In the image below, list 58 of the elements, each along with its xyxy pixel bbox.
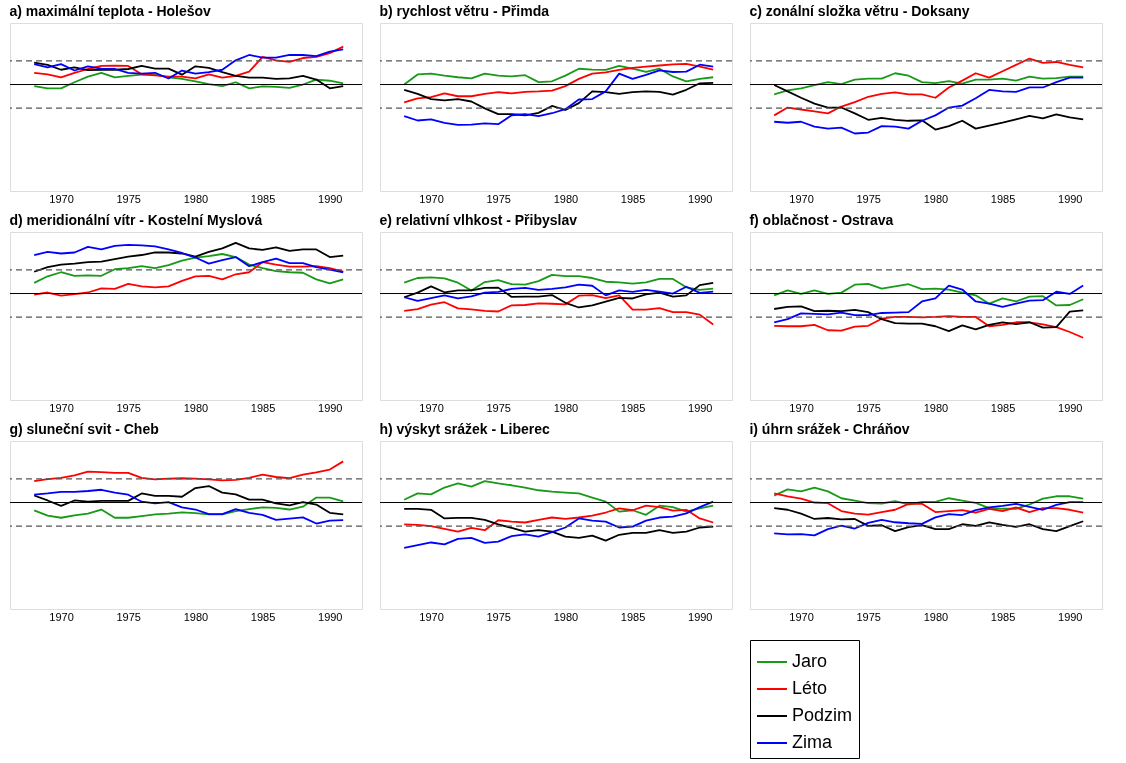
x-tick-label: 1980 [923, 401, 949, 414]
chart-title: h) výskyt srážek - Liberec [379, 421, 551, 437]
x-tick-label: 1975 [486, 610, 511, 623]
x-tick-label: 1970 [789, 610, 814, 623]
x-tick-label: 1975 [486, 192, 511, 205]
x-tick-label: 1985 [620, 610, 646, 623]
x-tick-label: 1970 [419, 401, 444, 414]
x-tick-label: 1975 [116, 610, 141, 623]
x-tick-label: 1980 [183, 192, 209, 205]
x-tick-label: 1990 [688, 401, 713, 414]
x-tick-label: 1985 [620, 192, 646, 205]
x-tick-label: 1985 [990, 610, 1016, 623]
legend-label: Jaro [792, 651, 828, 671]
x-tick-label: 1990 [1058, 401, 1083, 414]
x-tick-label: 1975 [856, 610, 881, 623]
x-tick-label: 1990 [688, 192, 713, 205]
x-tick-label: 1970 [49, 610, 74, 623]
x-tick-label: 1980 [923, 610, 949, 623]
legend-label: Léto [792, 678, 828, 698]
x-tick-label: 1990 [318, 401, 343, 414]
x-tick-label: 1980 [923, 192, 949, 205]
x-tick-label: 1970 [419, 192, 444, 205]
x-tick-label: 1975 [856, 401, 881, 414]
x-tick-label: 1975 [486, 401, 511, 414]
x-tick-label: 1990 [1058, 192, 1083, 205]
legend-label: Zima [792, 732, 833, 752]
chart-title: d) meridionální vítr - Kostelní Myslová [9, 212, 263, 228]
x-tick-label: 1990 [318, 610, 343, 623]
x-tick-label: 1985 [990, 401, 1016, 414]
x-tick-label: 1980 [553, 401, 579, 414]
x-tick-label: 1985 [250, 192, 276, 205]
chart-title: g) sluneční svit - Cheb [9, 421, 159, 437]
x-tick-label: 1970 [49, 192, 74, 205]
x-tick-label: 1990 [318, 192, 343, 205]
x-tick-label: 1970 [789, 401, 814, 414]
chart-title: b) rychlost větru - Přimda [379, 3, 550, 19]
chart-title: i) úhrn srážek - Chráňov [749, 421, 910, 437]
x-tick-label: 1990 [1058, 610, 1083, 623]
chart-title: e) relativní vlhkost - Přibyslav [379, 212, 578, 228]
x-tick-label: 1980 [553, 192, 579, 205]
x-tick-label: 1985 [990, 192, 1016, 205]
x-tick-label: 1980 [553, 610, 579, 623]
x-tick-label: 1975 [856, 192, 881, 205]
x-tick-label: 1985 [250, 610, 276, 623]
x-tick-label: 1985 [620, 401, 646, 414]
x-tick-label: 1970 [789, 192, 814, 205]
x-tick-label: 1975 [116, 192, 141, 205]
x-tick-label: 1975 [116, 401, 141, 414]
chart-title: f) oblačnost - Ostrava [749, 212, 894, 228]
x-tick-label: 1980 [183, 610, 209, 623]
x-tick-label: 1970 [49, 401, 74, 414]
x-tick-label: 1980 [183, 401, 209, 414]
chart-title: a) maximální teplota - Holešov [9, 3, 212, 19]
x-tick-label: 1970 [419, 610, 444, 623]
chart-title: c) zonální složka větru - Doksany [749, 3, 970, 19]
x-tick-label: 1985 [250, 401, 276, 414]
legend-label: Podzim [792, 705, 853, 725]
x-tick-label: 1990 [688, 610, 713, 623]
